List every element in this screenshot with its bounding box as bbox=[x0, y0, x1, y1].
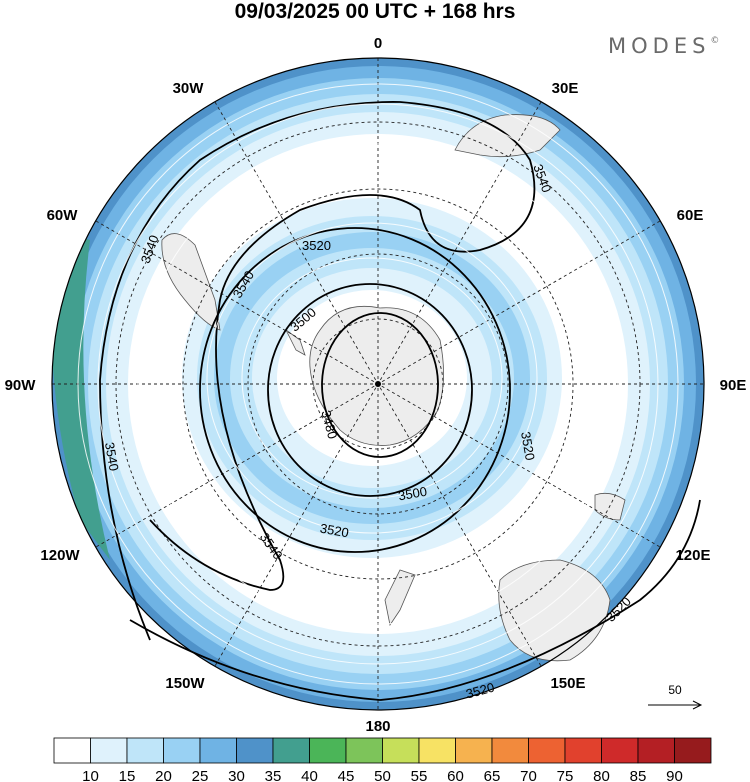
contour-3540-b bbox=[129, 499, 701, 701]
contour-label: 3520 bbox=[302, 238, 331, 253]
map-title: 09/03/2025 00 UTC + 168 hrs bbox=[234, 0, 516, 23]
antarctica bbox=[309, 305, 444, 446]
australia bbox=[498, 559, 611, 662]
colorbar-swatch bbox=[163, 737, 201, 764]
lon-label-60e: 60E bbox=[677, 207, 704, 224]
colorbar-swatch bbox=[90, 737, 128, 764]
colorbar-label: 75 bbox=[557, 768, 574, 782]
lon-label-150e: 150E bbox=[550, 675, 585, 692]
wind-band-40-west bbox=[52, 230, 110, 560]
lon-label-30e: 30E bbox=[552, 80, 579, 97]
colorbar-label: 15 bbox=[119, 768, 136, 782]
colorbar: 10 15 20 25 30 35 40 45 50 55 60 65 70 75 80 85 90 bbox=[53, 737, 712, 782]
colorbar-swatch bbox=[491, 737, 529, 764]
geopotential-contours bbox=[99, 101, 701, 701]
colorbar-label: 35 bbox=[265, 768, 282, 782]
colorbar-label: 40 bbox=[301, 768, 318, 782]
new-zealand bbox=[384, 569, 416, 627]
colorbar-swatch bbox=[455, 737, 493, 764]
streamline-3 bbox=[137, 143, 619, 625]
contour-label: 3500 bbox=[397, 484, 428, 504]
colorbar-swatch bbox=[126, 737, 164, 764]
colorbar-swatch bbox=[674, 737, 712, 764]
colorbar-swatch bbox=[637, 737, 675, 764]
reference-vector: 50 bbox=[648, 683, 703, 710]
lon-label-60w: 60W bbox=[47, 207, 79, 224]
contour-label: 3520 bbox=[518, 430, 538, 461]
lon-label-120w: 120W bbox=[40, 547, 80, 564]
colorbar-swatch bbox=[345, 737, 383, 764]
contour-3520 bbox=[199, 227, 511, 553]
colorbar-swatch bbox=[601, 737, 639, 764]
wind-streamlines bbox=[77, 83, 679, 685]
colorbar-label: 90 bbox=[666, 768, 683, 782]
colorbar-label: 85 bbox=[630, 768, 647, 782]
contour-label: 3480 bbox=[318, 409, 340, 441]
colorbar-swatch bbox=[53, 737, 91, 764]
colorbar-label: 80 bbox=[593, 768, 610, 782]
reference-arrow-head-icon bbox=[692, 700, 703, 710]
lon-label-90e: 90E bbox=[720, 377, 747, 394]
map-border bbox=[51, 57, 705, 711]
streamline-2 bbox=[97, 103, 659, 665]
colorbar-label: 25 bbox=[192, 768, 209, 782]
colorbar-label: 65 bbox=[484, 768, 501, 782]
colorbar-swatch bbox=[309, 737, 347, 764]
longitude-labels: 0 30E 30W 60E 60W 90E 90W 120E 120W 150E… bbox=[5, 35, 747, 735]
colorbar-swatch bbox=[272, 737, 310, 764]
colorbar-label: 70 bbox=[520, 768, 537, 782]
lon-label-120e: 120E bbox=[675, 547, 710, 564]
lon-label-90w: 90W bbox=[5, 377, 37, 394]
colorbar-label: 60 bbox=[447, 768, 464, 782]
colorbar-swatch bbox=[418, 737, 456, 764]
colorbar-label: 55 bbox=[411, 768, 428, 782]
contour-label: 3520 bbox=[464, 680, 496, 702]
colorbar-swatch bbox=[528, 737, 566, 764]
colorbar-label: 10 bbox=[82, 768, 99, 782]
latitude-circle-3 bbox=[182, 188, 574, 580]
brand-mark: © bbox=[710, 36, 720, 46]
lon-label-180: 180 bbox=[365, 718, 390, 735]
contour-3500 bbox=[267, 283, 473, 497]
colorbar-label: 20 bbox=[155, 768, 172, 782]
streamline-5 bbox=[241, 257, 503, 499]
contour-3480 bbox=[321, 312, 439, 458]
colorbar-label: 45 bbox=[338, 768, 355, 782]
colorbar-swatch bbox=[199, 737, 237, 764]
streamline-1 bbox=[77, 83, 679, 685]
lon-label-30w: 30W bbox=[173, 80, 205, 97]
colorbar-swatch bbox=[236, 737, 274, 764]
lon-label-150w: 150W bbox=[165, 675, 205, 692]
contour-label: 3540 bbox=[102, 441, 122, 472]
reference-vector-label: 50 bbox=[668, 683, 682, 697]
colorbar-swatch bbox=[564, 737, 602, 764]
lon-label-0: 0 bbox=[374, 35, 382, 52]
brand-text: MODES bbox=[608, 34, 711, 58]
south-pole-marker bbox=[375, 381, 381, 387]
colorbar-swatch bbox=[382, 737, 420, 764]
colorbar-label: 50 bbox=[374, 768, 391, 782]
contour-label: 3520 bbox=[319, 521, 350, 541]
brand-logo: MODES© bbox=[608, 34, 719, 58]
streamline-4 bbox=[206, 222, 538, 534]
colorbar-label: 30 bbox=[228, 768, 245, 782]
